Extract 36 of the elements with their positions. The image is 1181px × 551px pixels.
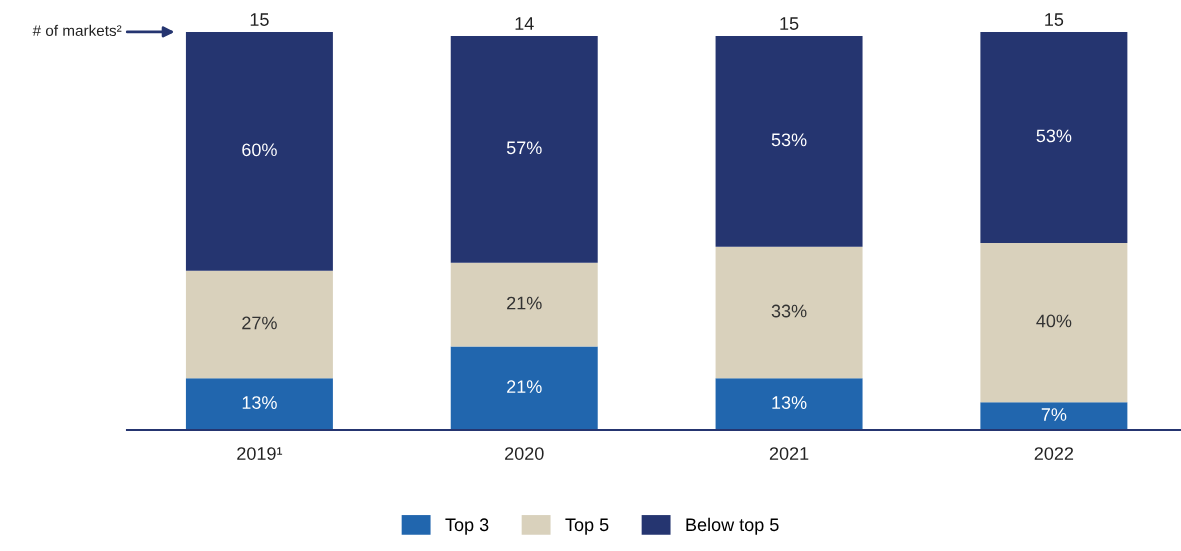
data-label: 13%: [772, 396, 807, 409]
bar: [715, 378, 863, 430]
data-label: 21%: [507, 380, 542, 393]
annotation: 14: [515, 17, 534, 30]
data-label: 7%: [1041, 408, 1067, 421]
data-label: 40%: [1036, 314, 1072, 328]
bar: [980, 31, 1128, 243]
bar: [450, 262, 598, 347]
bar: [980, 402, 1128, 430]
annotation: 15: [1045, 13, 1064, 26]
bar: [715, 246, 863, 379]
x-tick-label: 2019¹: [237, 447, 283, 460]
annotation: 15: [250, 13, 269, 26]
text: # of markets²: [32, 24, 122, 36]
data-label: 33%: [771, 304, 807, 318]
bar: [980, 242, 1128, 403]
annotation: 15: [780, 17, 799, 30]
data-label: 13%: [242, 396, 277, 409]
legend-label: Below top 5: [686, 517, 779, 535]
bar: [185, 270, 333, 379]
data-label: 21%: [507, 296, 542, 310]
bar: [185, 31, 333, 271]
data-label: 53%: [771, 133, 807, 147]
bar: [185, 378, 333, 430]
data-label: 60%: [242, 143, 277, 157]
data-label: 57%: [506, 141, 542, 155]
bar: [450, 346, 598, 430]
x-tick-label: 2022: [1034, 447, 1074, 460]
bar: [450, 35, 598, 263]
legend-label: Top 3: [445, 518, 489, 535]
bar: [715, 35, 863, 247]
legend-label: Top 5: [565, 518, 609, 535]
x-tick-label: 2020: [505, 447, 544, 460]
x-tick-label: 2021: [769, 447, 809, 460]
data-label: 53%: [1036, 129, 1072, 143]
data-label: 27%: [242, 316, 277, 330]
